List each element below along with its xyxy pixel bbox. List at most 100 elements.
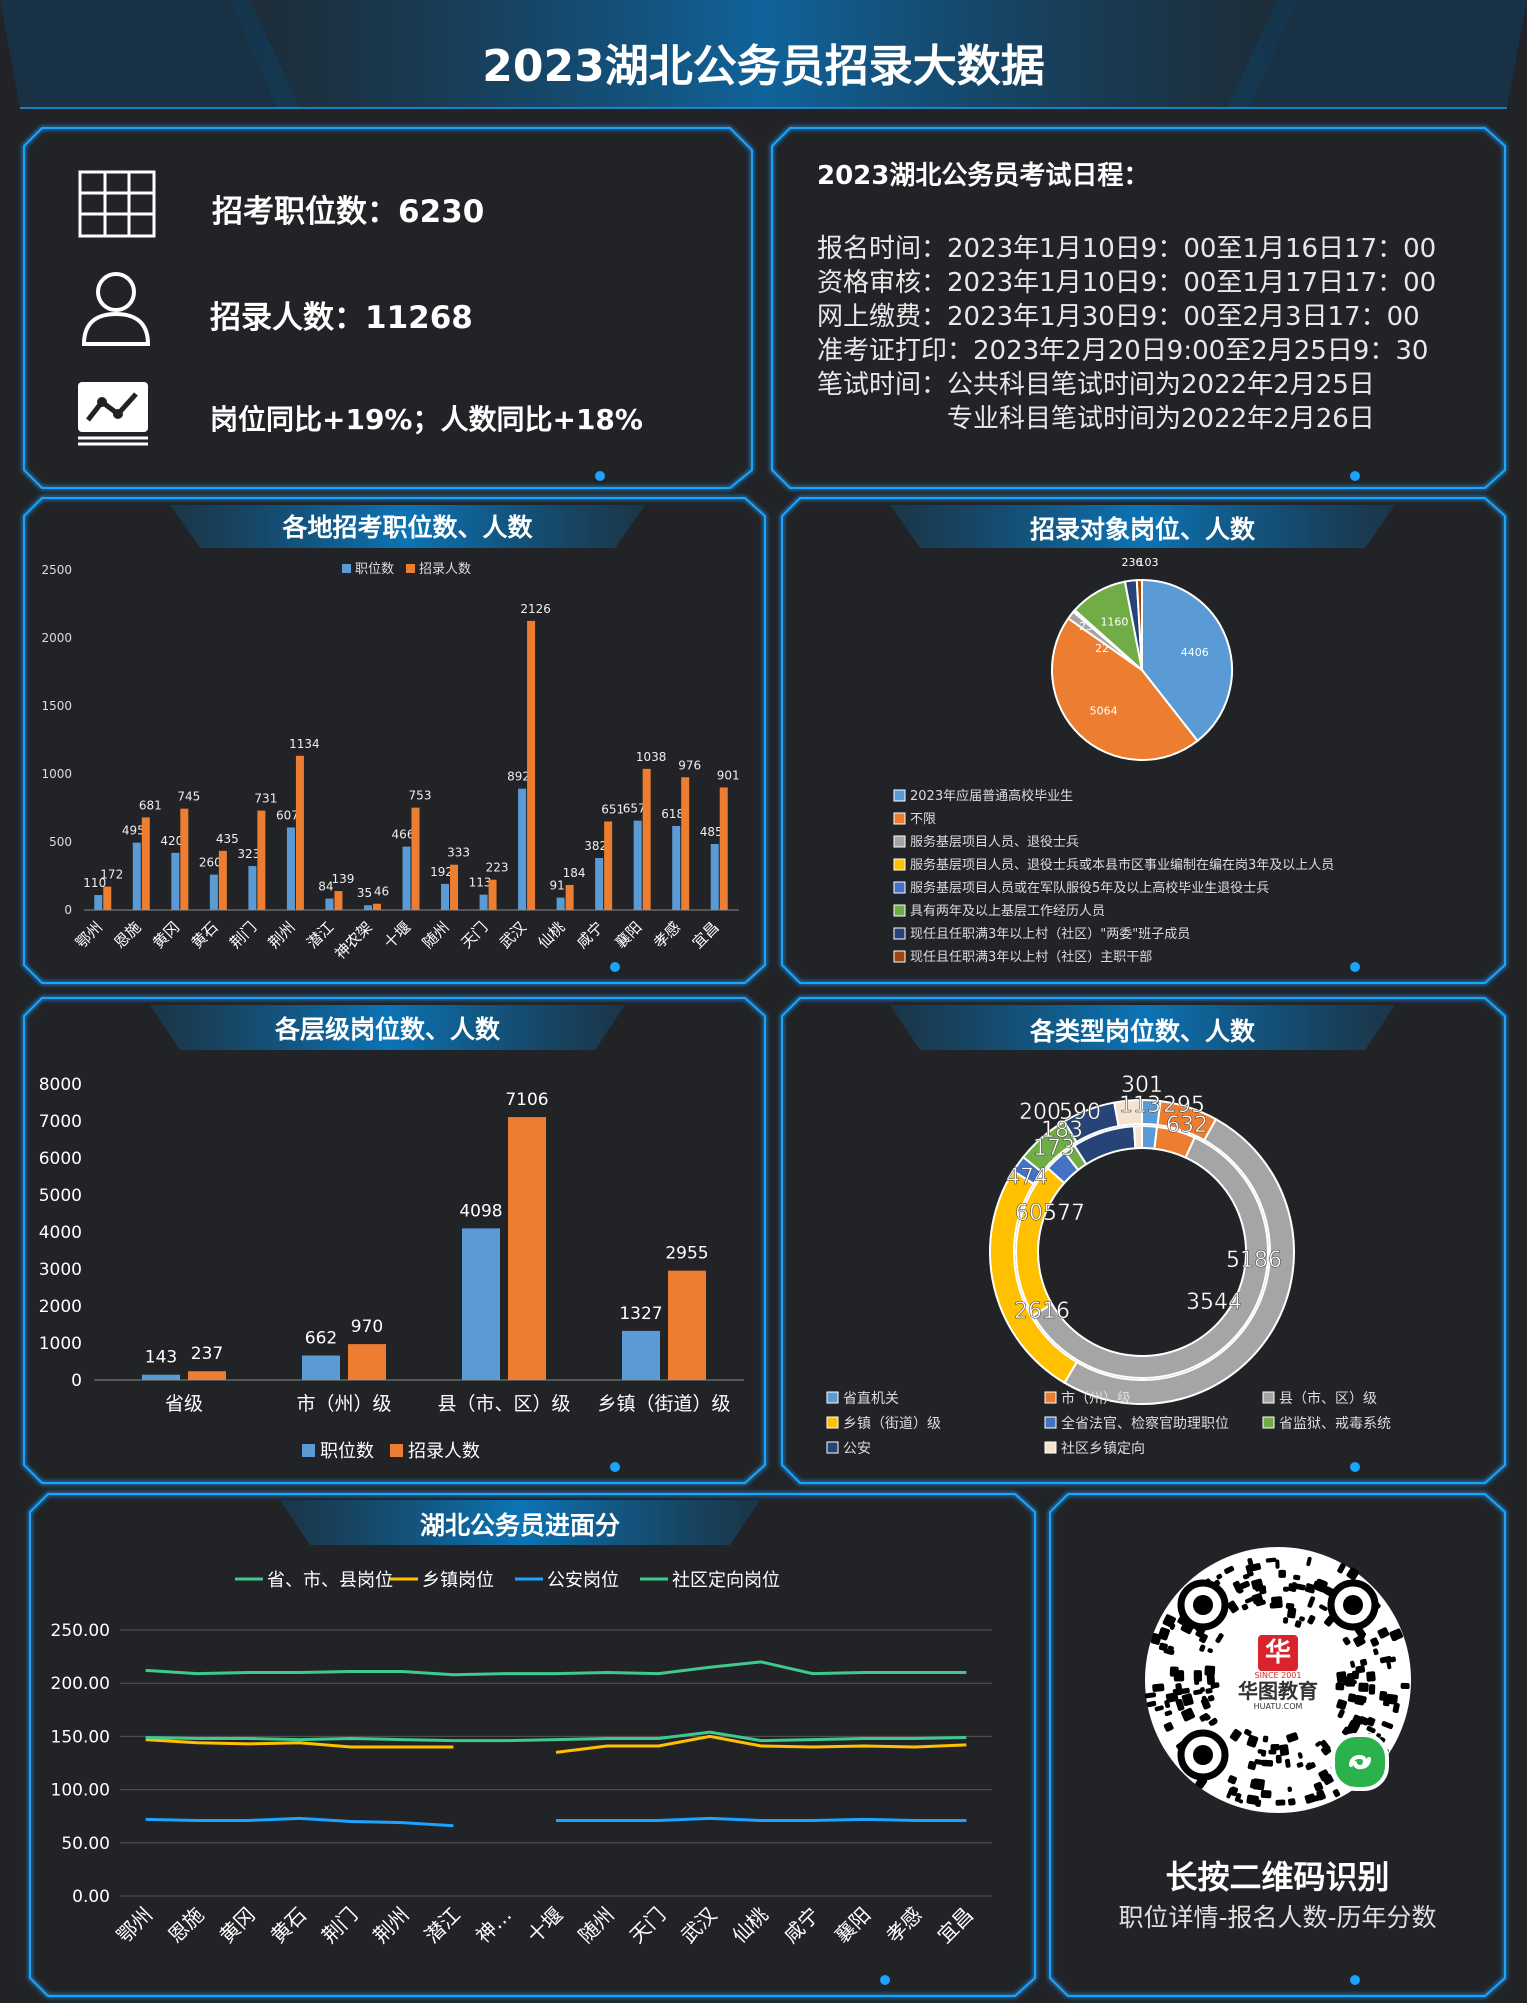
qr-module [1347,1693,1357,1703]
qr-module [1358,1631,1365,1639]
schedule-line: 报名时间：2023年1月10日9：00至1月16日17：00 [817,234,1437,264]
data-label: 681 [139,798,162,812]
qr-code[interactable]: 华 SINCE 2001 华图教育 HUATU.COM [1143,1545,1413,1815]
data-label: 657 [623,802,646,816]
donut-value-label: 3544 [1186,1290,1242,1315]
donut-value-label: 295 [1163,1093,1205,1118]
qr-module [1284,1758,1291,1768]
pie-value-label: 4406 [1181,646,1209,659]
qr-finder-center [1193,1745,1213,1765]
bar [518,788,527,910]
x-tick-label: 宜昌 [689,918,723,952]
legend-swatch [1262,1391,1275,1404]
x-tick-label: 恩施 [111,918,145,952]
qr-module [1232,1580,1243,1593]
legend-label: 2023年应届普通高校毕业生 [910,788,1073,804]
qr-module [1336,1699,1347,1710]
qr-module [1252,1778,1265,1791]
qr-module [1207,1648,1213,1654]
bar [402,846,411,910]
qr-module [1275,1799,1286,1806]
qr-module [1193,1670,1203,1682]
bar [411,807,420,910]
schedule-line: 专业科目笔试时间为2022年2月26日 [817,404,1375,434]
legend-label: 公安 [843,1441,871,1457]
bar [479,894,488,910]
data-label: 4098 [459,1201,502,1221]
legend-label: 省直机关 [843,1390,899,1407]
schedule-line: 网上缴费：2023年1月30日9：00至2月3日17：00 [817,302,1420,332]
y-tick-label: 1500 [41,699,72,713]
qr-module [1224,1565,1235,1574]
y-tick-label: 2500 [41,563,72,577]
qr-module [1366,1726,1376,1734]
qr-module [1296,1762,1304,1768]
legend-swatch [893,858,906,871]
qr-module [1204,1714,1211,1721]
y-tick-label: 4000 [39,1223,82,1243]
qr-module [1315,1741,1322,1747]
y-tick-label: 150.00 [51,1727,110,1747]
data-label: 192 [430,865,453,879]
qr-module [1144,1692,1157,1699]
qr-module [1152,1683,1165,1692]
legend-swatch [1044,1416,1057,1429]
qr-module [1262,1735,1269,1743]
data-label: 731 [254,792,277,806]
qr-module [1251,1563,1262,1571]
data-label: 172 [100,868,123,882]
pie-value-label: 1160 [1100,615,1128,628]
y-tick-label: 2000 [41,631,72,645]
qr-module [1389,1656,1396,1663]
pie-value-label: 236 [1122,556,1143,569]
x-tick-label: 仙桃 [727,1903,772,1948]
logo-text: 华图教育 [1238,1679,1318,1703]
qr-module [1172,1688,1184,1694]
bar [302,1355,340,1380]
qr-module [1386,1658,1392,1670]
x-tick-label: 市（州）级 [296,1393,391,1415]
x-tick-label: 潜江 [420,1903,465,1948]
x-tick-label: 咸宁 [779,1903,824,1948]
qr-module [1261,1759,1274,1767]
data-label: 184 [563,866,586,880]
legend-label: 具有两年及以上基层工作经历人员 [910,904,1105,919]
bar [633,820,642,910]
schedule-list: 报名时间：2023年1月10日9：00至1月16日17：00 资格审核：2023… [817,232,1436,436]
qr-module [1377,1627,1390,1639]
qr-module [1275,1559,1280,1569]
legend-swatch [826,1416,839,1429]
qr-module [1166,1645,1174,1655]
y-tick-label: 1000 [41,767,72,781]
qr-module [1288,1583,1297,1592]
data-label: 110 [83,876,106,890]
qr-module [1368,1684,1376,1695]
bar [372,903,381,910]
legend-label: 不限 [910,812,936,827]
bar [710,844,719,910]
qr-module [1208,1717,1218,1726]
bar [462,1228,500,1380]
qr-module [1245,1564,1254,1577]
data-label: 333 [447,846,470,860]
bar [325,898,334,910]
bar [142,1374,180,1380]
data-label: 607 [276,808,299,822]
y-tick-label: 6000 [39,1149,82,1169]
x-tick-label: 襄阳 [830,1903,875,1948]
legend-label: 现任且任职满3年以上村（社区）"两委"班子成员 [910,926,1190,942]
legend-label: 县（市、区）级 [1279,1390,1377,1407]
qr-module [1207,1695,1215,1702]
x-tick-label: 神农架 [331,918,376,963]
qr-module [1322,1774,1334,1786]
qr-module [1154,1705,1164,1712]
legend-swatch [893,927,906,940]
qr-module [1162,1614,1176,1628]
bar [719,787,728,910]
x-tick-label: 黄冈 [215,1903,260,1948]
qr-module [1227,1775,1237,1785]
bar [672,825,681,910]
qr-module [1181,1687,1190,1694]
targets-pie-chart: 44065064164232211602361032023年应届普通高校毕业生不… [893,556,1334,965]
